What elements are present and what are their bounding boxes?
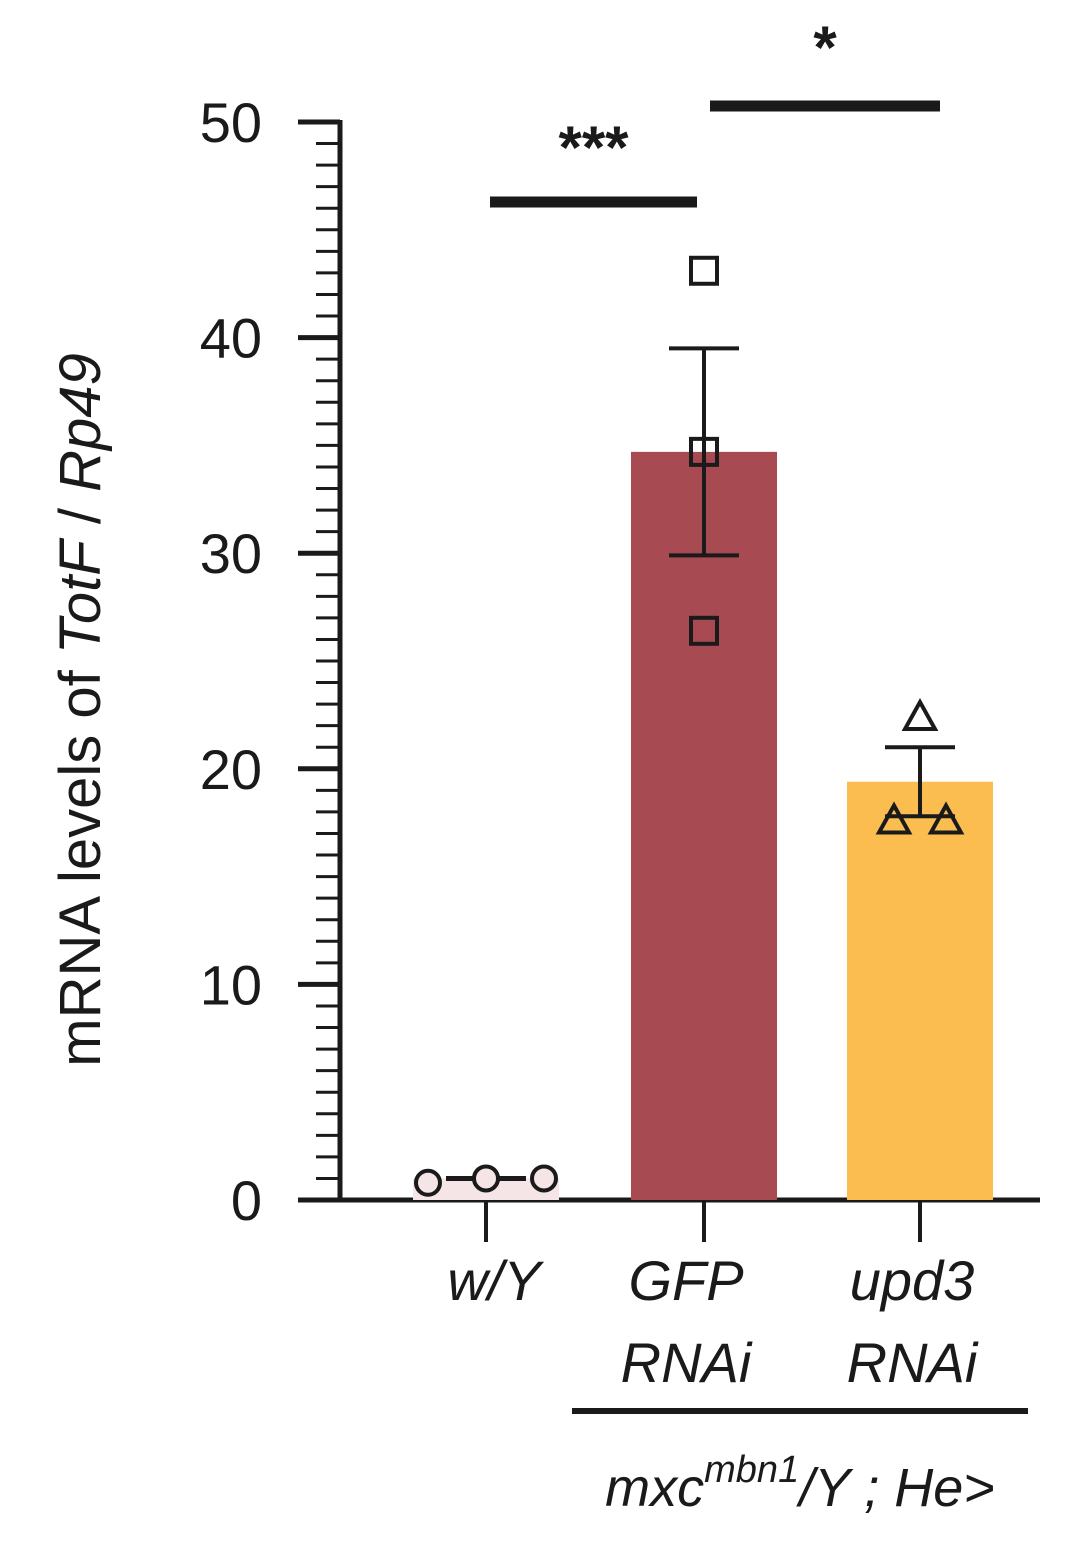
group-label-superscript: mbn1 [704, 1449, 799, 1491]
point-square [689, 615, 719, 646]
x-tick-labels: w/Y GFP RNAi upd3 RNAi [447, 1249, 979, 1394]
bars [413, 451, 993, 1200]
y-tick-label: 0 [231, 1169, 262, 1232]
y-tick-label: 30 [200, 522, 262, 585]
point-circle [472, 1164, 500, 1193]
x-tick-label-2-line-0: upd3 [850, 1249, 975, 1312]
point-triangle [875, 801, 913, 835]
significance-annotations: **** [490, 14, 940, 208]
y-tick-label: 10 [200, 953, 262, 1016]
y-tick-label: 20 [200, 738, 262, 801]
x-tick-label-1-line-0: GFP [628, 1249, 743, 1312]
point-square [689, 255, 719, 286]
group-label: mxcmbn1/Y ; He> [605, 1449, 995, 1518]
data-points [414, 255, 965, 1197]
point-circle [530, 1164, 558, 1193]
group-label-base: mxc [605, 1458, 704, 1518]
bar-2 [847, 781, 993, 1200]
point-square [689, 436, 719, 467]
y-axis-label-part-2: / [48, 492, 113, 540]
group-label-rest: /Y ; He> [795, 1458, 995, 1518]
y-axis-label-part-3: Rp49 [48, 353, 113, 492]
point-triangle [927, 801, 965, 835]
point-circle [414, 1168, 442, 1197]
point-triangle [901, 697, 939, 732]
bar-1 [631, 451, 777, 1200]
x-tick-label-2-line-1: RNAi [847, 1331, 979, 1394]
y-axis-label-part-1: TotF [48, 537, 113, 654]
svg-text:mRNA levels of TotF / Rp49: mRNA levels of TotF / Rp49 [48, 353, 113, 1066]
significance-label-1: * [813, 14, 837, 81]
x-tick-label-1-line-1: RNAi [621, 1331, 753, 1394]
y-axis-label: mRNA levels of TotF / Rp49 [48, 353, 113, 1066]
x-tick-label-0-line-0: w/Y [447, 1249, 544, 1312]
genotype-group-annotation: mxcmbn1/Y ; He> [572, 1408, 1028, 1518]
y-tick-label: 40 [200, 307, 262, 370]
significance-label-0: *** [558, 114, 629, 181]
y-tick-label: 50 [200, 91, 262, 154]
y-axis-label-part-0: mRNA levels of [48, 654, 113, 1067]
